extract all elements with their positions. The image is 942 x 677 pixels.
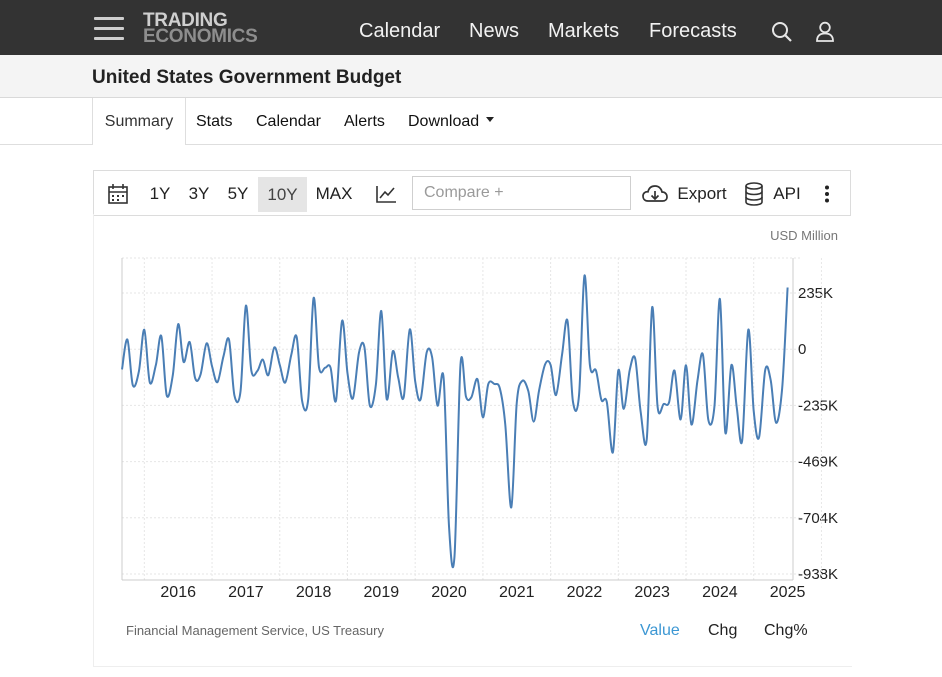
y-tick-label: 235K [798, 285, 833, 302]
tab-download[interactable]: Download [408, 98, 495, 144]
x-tick-label: 2017 [228, 584, 264, 601]
chart-toolbar: 1Y 3Y 5Y 10Y MAX Export API [93, 170, 851, 216]
page-title: United States Government Budget [92, 67, 402, 88]
range-1y-button[interactable]: 1Y [149, 184, 171, 203]
logo[interactable]: TRADING ECONOMICS [143, 10, 258, 47]
nav-news[interactable]: News [469, 20, 520, 42]
range-10y-button[interactable]: 10Y [258, 177, 307, 212]
chart-panel: USD Million 235K 0 -235K -469K -704K -938K 201… [93, 214, 852, 667]
x-tick-label: 2021 [499, 584, 535, 601]
search-icon[interactable] [771, 21, 793, 48]
x-tick-label: 2022 [567, 584, 603, 601]
unit-label: USD Million [770, 228, 838, 243]
database-icon[interactable] [743, 171, 765, 215]
nav-markets[interactable]: Markets [548, 20, 620, 42]
nav-forecasts[interactable]: Forecasts [649, 20, 737, 42]
caret-down-icon [486, 117, 495, 123]
cloud-download-icon[interactable] [640, 171, 670, 215]
line-chart: 235K 0 -235K -469K -704K -938K 2016 2017 2018 201… [121, 257, 838, 601]
y-tick-label: -235K [798, 397, 838, 414]
y-tick-label: -938K [798, 566, 838, 583]
section-tabs: Summary Stats Calendar Alerts Download [0, 98, 942, 145]
compare-input[interactable] [412, 176, 631, 210]
title-bar: United States Government Budget [0, 55, 942, 98]
menu-icon[interactable] [94, 17, 124, 41]
chart-type-icon[interactable] [373, 171, 399, 215]
chg-percent-link[interactable]: Chg% [764, 622, 808, 639]
chg-link[interactable]: Chg [708, 622, 738, 639]
x-tick-label: 2019 [364, 584, 400, 601]
tab-download-label: Download [408, 113, 480, 130]
api-button[interactable]: API [773, 184, 801, 203]
x-tick-label: 2018 [296, 584, 332, 601]
source-label: Financial Management Service, US Treasur… [126, 623, 384, 638]
top-nav-bar: TRADING ECONOMICS Calendar News Markets … [0, 0, 942, 55]
value-link[interactable]: Value [640, 622, 680, 639]
x-tick-label: 2023 [634, 584, 670, 601]
y-tick-label: -469K [798, 454, 838, 471]
x-tick-label: 2024 [702, 584, 738, 601]
y-tick-label: 0 [798, 341, 806, 358]
x-tick-label: 2016 [160, 584, 196, 601]
tab-summary[interactable]: Summary [92, 98, 186, 145]
range-max-button[interactable]: MAX [315, 184, 353, 203]
range-5y-button[interactable]: 5Y [227, 184, 249, 203]
tab-alerts[interactable]: Alerts [344, 113, 385, 130]
tab-calendar[interactable]: Calendar [256, 113, 321, 130]
nav-calendar[interactable]: Calendar [359, 20, 441, 42]
calendar-icon[interactable] [106, 171, 130, 215]
logo-line-1: TRADING [143, 10, 228, 31]
range-3y-button[interactable]: 3Y [188, 184, 210, 203]
y-tick-label: -704K [798, 510, 838, 527]
x-tick-label: 2020 [431, 584, 467, 601]
export-button[interactable]: Export [677, 184, 727, 203]
logo-line-2: ECONOMICS [143, 26, 258, 47]
x-tick-label: 2025 [770, 584, 806, 601]
more-options-icon[interactable] [819, 171, 835, 215]
series-line [121, 274, 789, 569]
tab-stats[interactable]: Stats [196, 113, 233, 130]
user-icon[interactable] [815, 21, 835, 48]
